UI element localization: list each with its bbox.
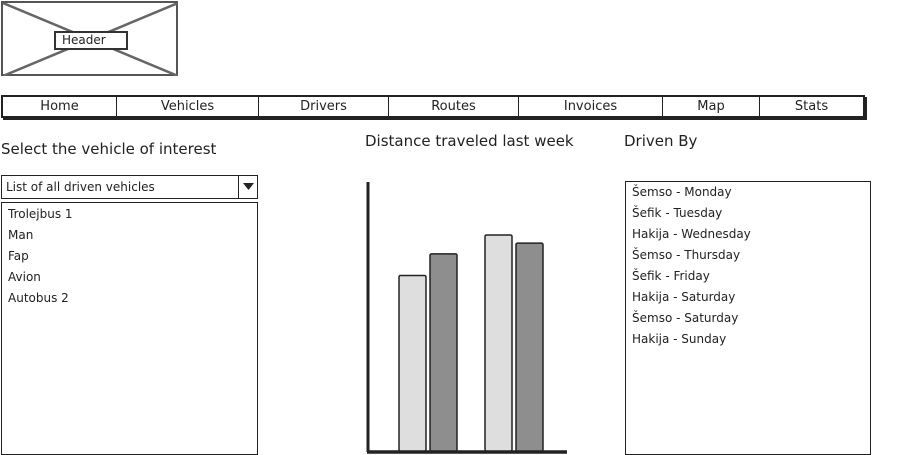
chart-title: Distance traveled last week [365, 132, 574, 150]
vehicle-list-item[interactable]: Avion [8, 270, 41, 284]
tab-vehicles[interactable]: Vehicles [117, 97, 259, 116]
vehicle-select[interactable]: List of all driven vehicles [1, 175, 258, 199]
driver-list-item[interactable]: Hakija - Sunday [632, 332, 727, 346]
triangle-down-icon [242, 183, 254, 190]
tab-home[interactable]: Home [3, 97, 117, 116]
chart-bar [515, 242, 544, 452]
vehicle-list[interactable]: Trolejbus 1 Man Fap Avion Autobus 2 [1, 202, 258, 455]
driver-list-item[interactable]: Šefik - Friday [632, 269, 710, 283]
vehicle-section-title: Select the vehicle of interest [1, 140, 217, 158]
vehicle-list-item[interactable]: Fap [8, 249, 29, 263]
driver-list-item[interactable]: Hakija - Wednesday [632, 227, 751, 241]
driver-list[interactable]: Šemso - Monday Šefik - Tuesday Hakija - … [625, 181, 871, 455]
header-label: Header [54, 31, 128, 50]
chart-bar [484, 234, 513, 452]
tab-stats[interactable]: Stats [794, 99, 829, 114]
header-image-placeholder: Header [1, 1, 178, 76]
driver-list-item[interactable]: Šemso - Monday [632, 185, 732, 199]
tab-map[interactable]: Map [663, 97, 760, 116]
driver-list-item[interactable]: Šemso - Saturday [632, 311, 739, 325]
distance-bar-chart [366, 182, 567, 454]
chart-bar [398, 274, 427, 452]
driver-list-item[interactable]: Šefik - Tuesday [632, 206, 723, 220]
select-arrow-button[interactable] [238, 176, 257, 198]
driver-list-item[interactable]: Šemso - Thursday [632, 248, 741, 262]
tab-drivers[interactable]: Drivers [259, 97, 389, 116]
tab-routes[interactable]: Routes [389, 97, 519, 116]
driver-list-item[interactable]: Hakija - Saturday [632, 290, 736, 304]
vehicle-select-value: List of all driven vehicles [6, 180, 155, 194]
main-nav: Home Vehicles Drivers Routes Invoices Ma… [1, 95, 865, 118]
vehicle-list-item[interactable]: Man [8, 228, 34, 242]
chart-bar [429, 253, 458, 452]
driver-section-title: Driven By [624, 132, 698, 150]
vehicle-list-item[interactable]: Autobus 2 [8, 291, 69, 305]
tab-invoices[interactable]: Invoices [519, 97, 663, 116]
vehicle-list-item[interactable]: Trolejbus 1 [8, 207, 73, 221]
